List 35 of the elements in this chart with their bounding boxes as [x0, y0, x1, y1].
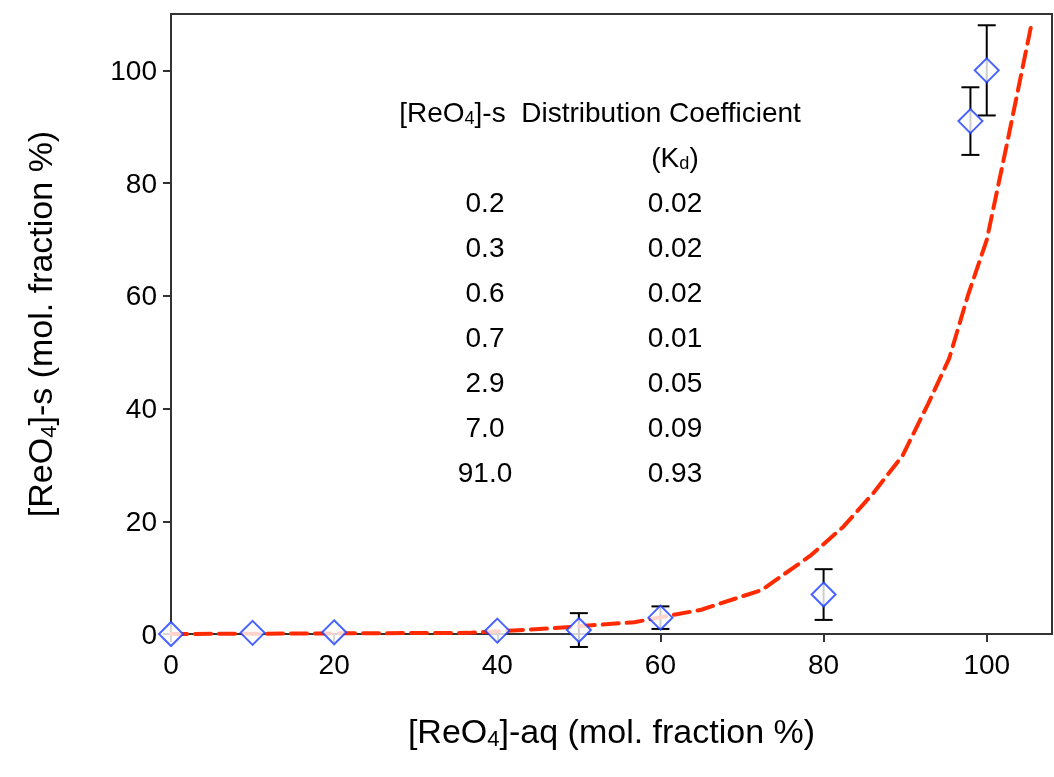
annotation: 0.01	[647, 321, 703, 353]
point	[973, 57, 1000, 84]
y-axis-title: [ReO4]-s (mol. fraction %)	[21, 130, 61, 518]
x-tick-label: 40	[481, 648, 513, 680]
annotation: 0.3	[465, 231, 505, 263]
point	[158, 621, 184, 647]
x-tick-label: 20	[318, 648, 350, 680]
point	[321, 619, 348, 646]
point	[810, 581, 837, 608]
annotation: 0.6	[465, 276, 505, 308]
annotation: 0.09	[647, 411, 703, 443]
y-tick-label: 20	[125, 505, 157, 537]
annotation: 0.02	[647, 276, 703, 308]
y-tick-label: 60	[125, 280, 157, 312]
x-tick-label: 80	[808, 648, 840, 680]
annotation: 0.93	[647, 456, 703, 488]
annotation: 0.2	[465, 186, 505, 218]
point	[484, 617, 511, 644]
annotation: 91.0	[457, 456, 513, 488]
y-tick-label: 80	[125, 167, 157, 199]
annotation: 2.9	[465, 366, 505, 398]
x-tick-label: 0	[163, 648, 179, 680]
annotation: 7.0	[465, 411, 505, 443]
x-tick-label: 60	[644, 648, 677, 680]
annotation: 0.02	[647, 231, 703, 263]
x-tick-label: 100	[963, 648, 1011, 680]
point	[239, 619, 266, 646]
y-tick-label: 0	[141, 618, 157, 650]
y-tick-label: 40	[125, 393, 157, 425]
point	[957, 108, 984, 135]
y-tick-label: 100	[110, 54, 157, 86]
annotation: 0.7	[465, 321, 505, 353]
annotation: 0.02	[647, 186, 703, 218]
point	[565, 617, 592, 644]
annotation: 0.05	[647, 366, 703, 398]
